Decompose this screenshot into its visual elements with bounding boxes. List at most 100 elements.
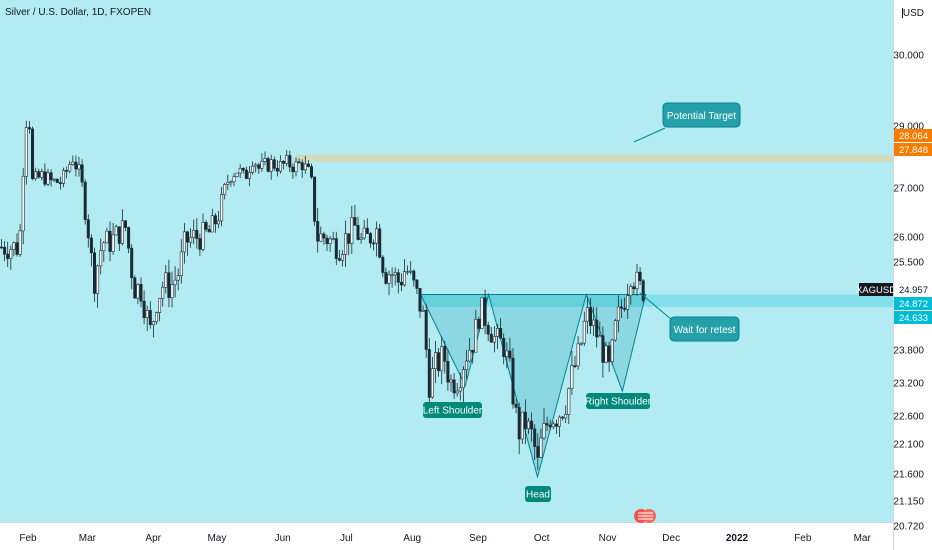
last-price-label: 24.957: [899, 285, 928, 296]
candle: [34, 167, 38, 181]
candle: [616, 295, 620, 333]
time-tick-label: Mar: [79, 533, 97, 544]
candle: [179, 239, 183, 284]
candle: [471, 349, 475, 364]
candle-body: [530, 420, 534, 430]
candle: [210, 208, 214, 233]
candle: [74, 155, 78, 177]
candle: [381, 255, 385, 278]
candle: [108, 221, 112, 262]
candle: [49, 169, 53, 187]
candle-body: [613, 320, 617, 341]
candle: [142, 290, 146, 325]
candle: [585, 297, 589, 334]
candle: [443, 340, 447, 374]
neckline-top-badge: 24.872: [894, 297, 932, 310]
head-tag-bg: [525, 486, 551, 502]
candle: [40, 168, 44, 181]
candle: [6, 241, 10, 268]
price-tick-label: 27.000: [893, 184, 924, 195]
candle-body: [96, 265, 100, 294]
candle-body: [6, 253, 10, 259]
candle-body: [570, 365, 574, 389]
candle: [52, 178, 56, 182]
candle-body: [136, 284, 140, 299]
symbol-label: XAGUSD: [856, 285, 896, 296]
candle-body: [592, 319, 596, 326]
candle: [340, 250, 344, 267]
candle: [111, 222, 115, 255]
candle: [269, 154, 273, 180]
candle-body: [365, 227, 369, 234]
candle: [248, 166, 252, 187]
candle-body: [9, 249, 13, 259]
candle: [213, 213, 217, 233]
candle: [322, 231, 326, 245]
time-axis-ticks: Feb Mar Apr May Jun Jul Aug Sep Oct Nov Dec 2022 Feb…: [19, 533, 871, 544]
candle: [468, 338, 472, 363]
candle-body: [71, 161, 75, 165]
candle: [18, 224, 22, 257]
candle: [393, 267, 397, 286]
candle: [207, 225, 211, 233]
candle: [278, 155, 282, 174]
candle-body: [443, 346, 447, 362]
candle: [3, 241, 7, 262]
candle: [316, 207, 320, 253]
candle-body: [430, 368, 434, 398]
candle: [21, 168, 25, 245]
neckline-bottom-badge-bg: [894, 311, 932, 324]
candle: [421, 305, 425, 312]
earnings-marker-icon[interactable]: [634, 509, 656, 523]
candle-body: [545, 423, 549, 426]
candle: [588, 298, 592, 334]
candle-body: [179, 251, 183, 276]
candle-body: [440, 346, 444, 372]
candle: [124, 220, 128, 232]
left-shoulder-tag-bg: [423, 402, 482, 418]
candle-body: [257, 164, 261, 169]
candle: [71, 155, 75, 166]
candle: [514, 398, 518, 414]
candle: [176, 268, 180, 291]
candle-body: [244, 169, 248, 179]
candle-body: [421, 309, 425, 312]
candle: [508, 337, 512, 362]
candle-body: [223, 184, 227, 195]
candle-body: [508, 350, 512, 359]
candle: [365, 218, 369, 234]
candle: [570, 350, 574, 395]
candle: [378, 223, 382, 259]
candle-body: [155, 312, 159, 323]
candle-body: [350, 217, 354, 244]
candle-body: [455, 390, 459, 394]
candle-body: [371, 242, 375, 245]
time-tick-label: Mar: [854, 533, 872, 544]
candle: [452, 373, 456, 399]
candle-body: [585, 307, 589, 322]
candle-body: [489, 333, 493, 343]
head-label: Head: [526, 490, 550, 501]
candle-body: [483, 297, 487, 326]
candle-body: [278, 161, 282, 172]
price-tick-label: 23.200: [893, 379, 924, 390]
candle: [114, 224, 118, 236]
candle: [309, 163, 313, 180]
candle: [285, 150, 289, 167]
candle-body: [427, 349, 431, 398]
candle-body: [437, 352, 441, 372]
neckline-bottom-label: 24.633: [899, 313, 928, 324]
candle: [576, 336, 580, 370]
candle-body: [93, 252, 97, 294]
candle: [313, 176, 317, 227]
candle: [638, 267, 642, 285]
candle: [480, 297, 484, 329]
price-tick-label: 22.600: [893, 412, 924, 423]
candle-body: [226, 182, 230, 185]
candle-body: [601, 335, 605, 363]
candle: [288, 150, 292, 172]
candle-body: [554, 423, 558, 427]
target-top-label: 28.064: [899, 131, 928, 142]
candle: [263, 151, 267, 165]
candle-body: [151, 321, 155, 325]
